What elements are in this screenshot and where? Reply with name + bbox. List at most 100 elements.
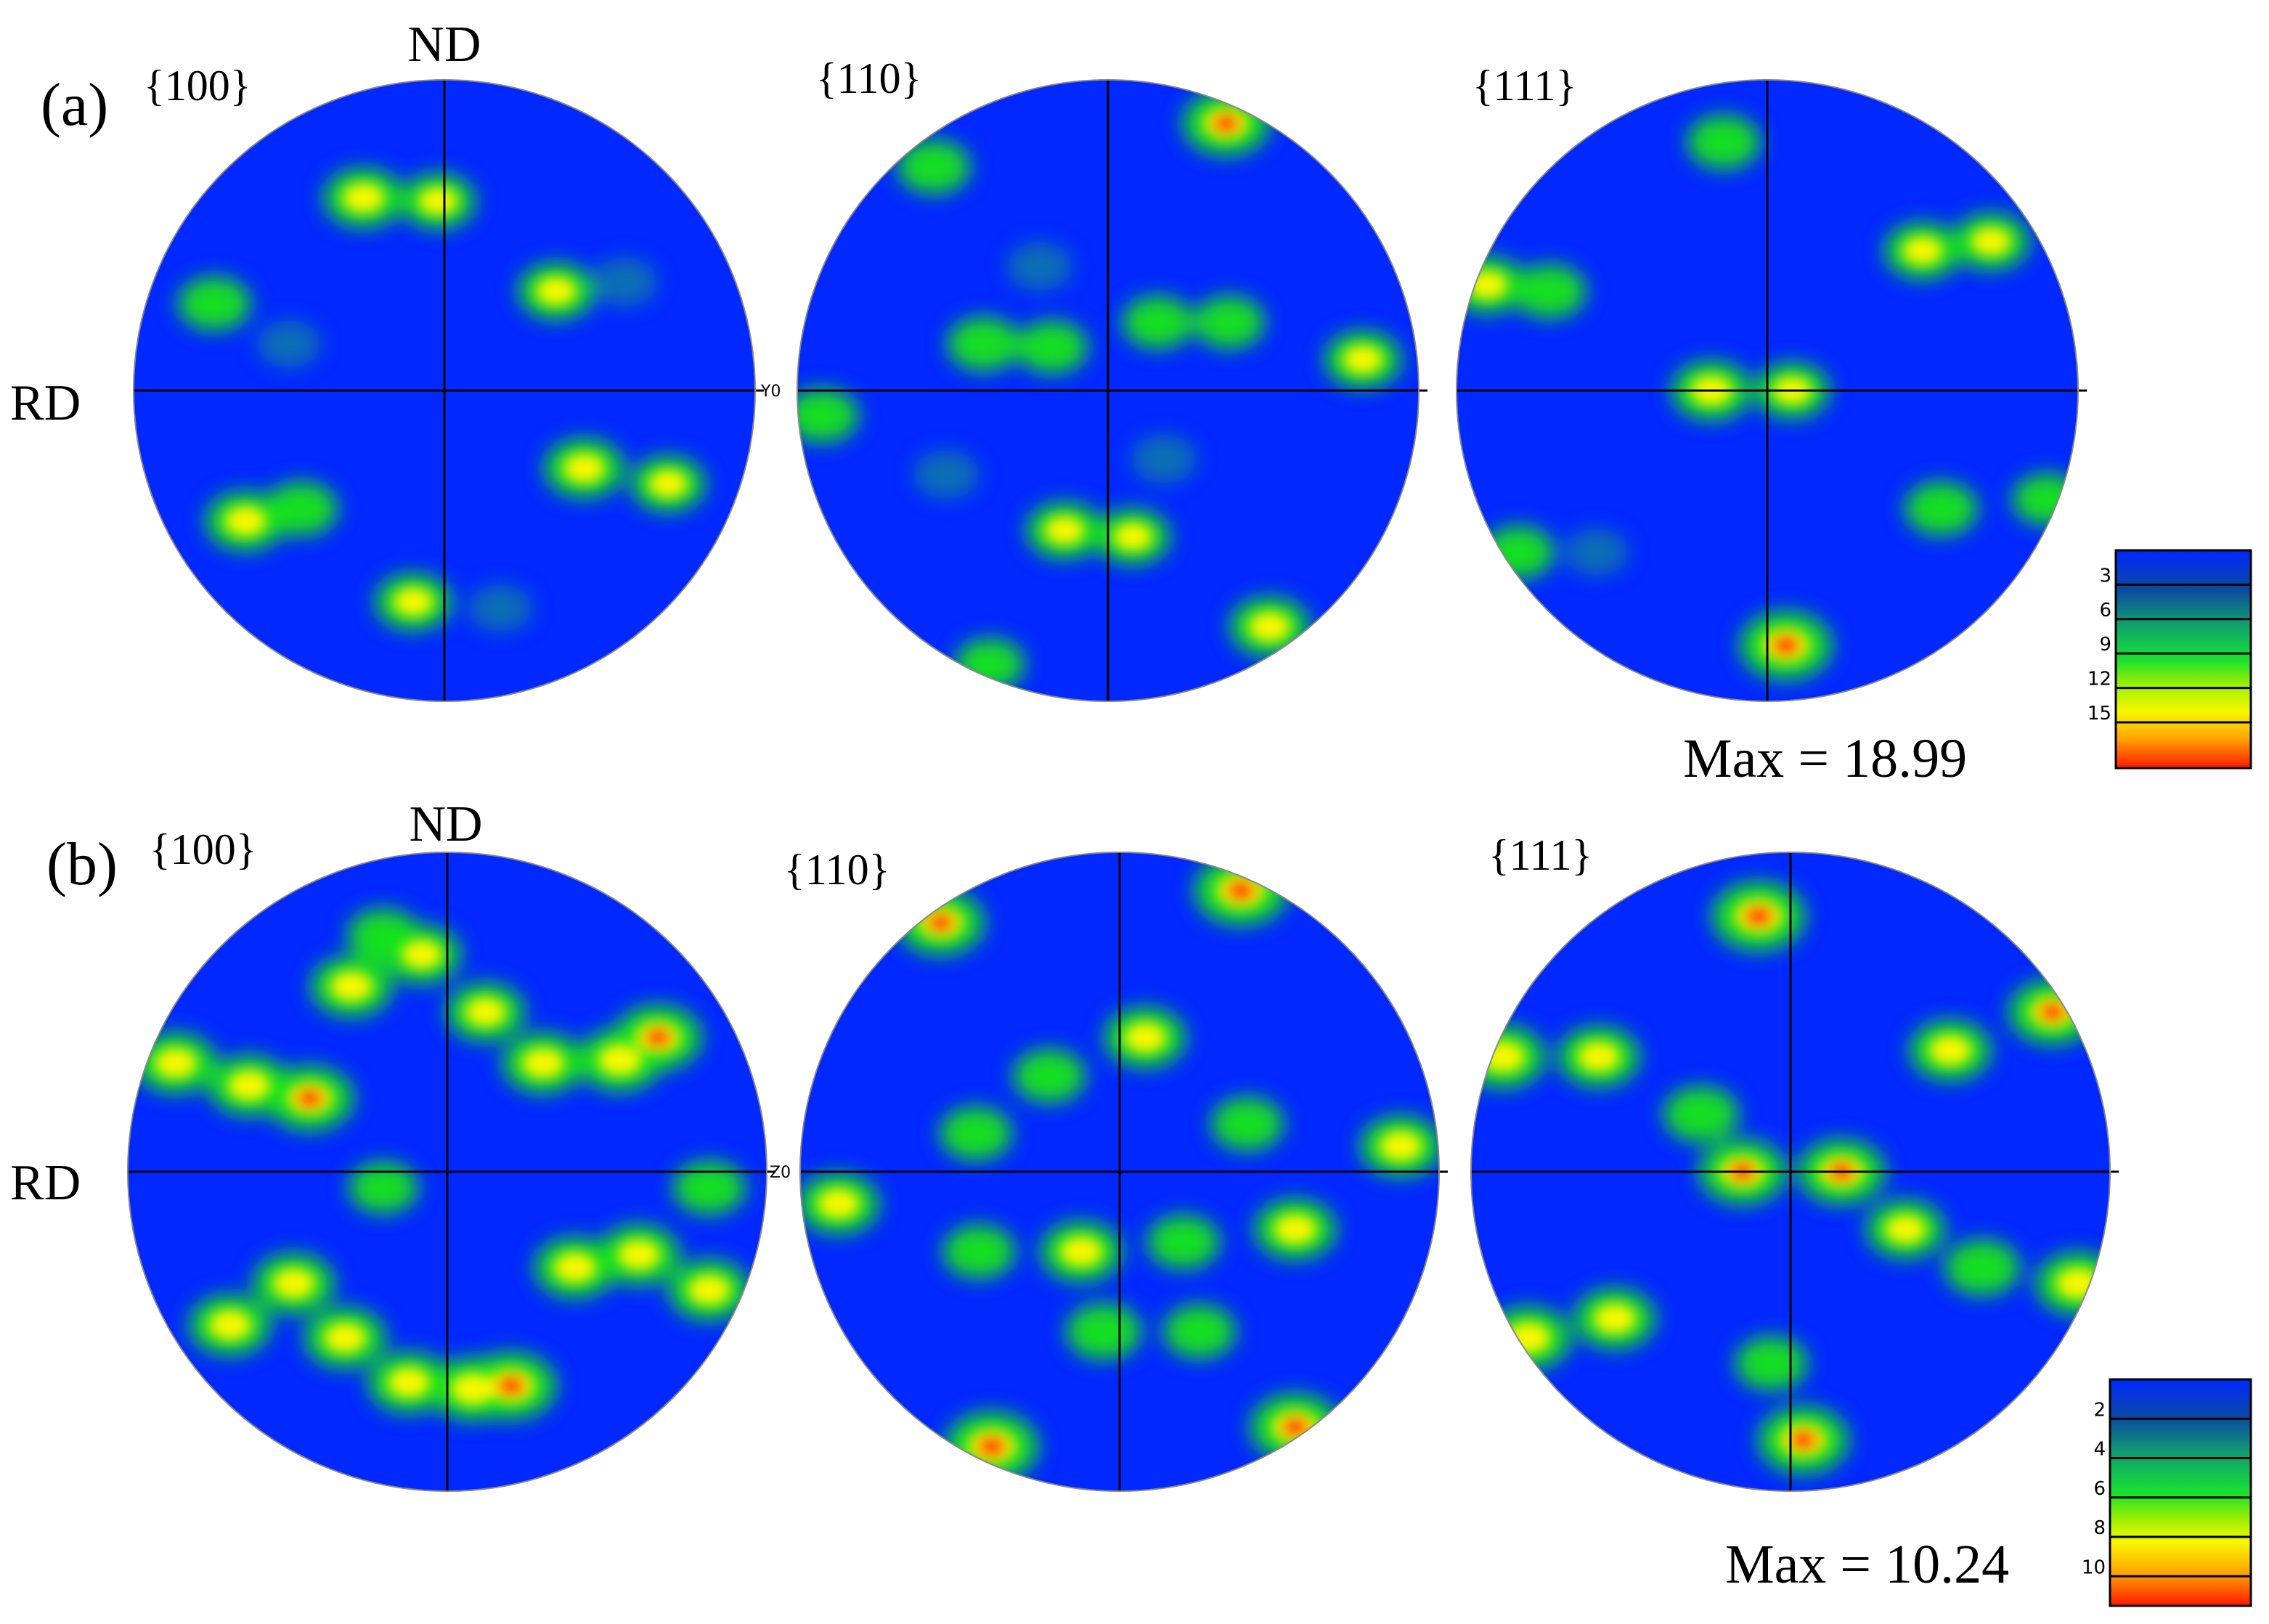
intensity-spot-core — [688, 1275, 730, 1305]
intensity-spot — [1564, 528, 1629, 576]
intensity-spot-core — [1593, 1303, 1637, 1334]
intensity-spot — [1013, 1049, 1086, 1103]
pole-figure-title: {110} — [784, 846, 889, 894]
colorbar-a-ticks: 3 6 9 12 15 — [2087, 565, 2251, 725]
intensity-spot — [2012, 473, 2078, 526]
pole-figure-title: {111} — [1472, 62, 1576, 110]
intensity-spot — [1483, 526, 1555, 579]
colorbar-tick-label: 4 — [2093, 1439, 2106, 1461]
intensity-spot — [897, 139, 971, 195]
intensity-spot — [1122, 295, 1194, 349]
intensity-spot-peak — [644, 1027, 672, 1048]
intensity-spot-peak — [1771, 634, 1801, 656]
intensity-spot-core — [1060, 1236, 1103, 1267]
colorbar-tick-label: 6 — [2093, 1478, 2106, 1500]
colorbar-tick-label: 12 — [2087, 669, 2111, 690]
pole-figure-b-111: {111} — [1470, 831, 2119, 1492]
intensity-spot-core — [224, 506, 266, 536]
colorbar-tick-label: 6 — [2099, 600, 2111, 621]
intensity-spot — [1131, 434, 1197, 483]
intensity-spot-core — [418, 187, 458, 215]
colorbar-a: 3 6 9 12 15 — [2087, 549, 2252, 770]
colorbar-a-gradient — [2114, 549, 2252, 770]
intensity-spot-core — [1885, 1215, 1926, 1244]
intensity-spot-core — [1343, 345, 1383, 374]
panel-b-axis-left: RD — [10, 1155, 81, 1211]
pole-figure-title: {100} — [144, 62, 251, 110]
intensity-spot-core — [1274, 1214, 1317, 1244]
colorbar-b-gradient — [2109, 1378, 2252, 1607]
max-value-a: Max = 18.99 — [1683, 728, 1967, 789]
intensity-spot-core — [617, 1239, 661, 1270]
intensity-spot — [1006, 242, 1073, 291]
intensity-spot — [947, 317, 1020, 371]
intensity-spot-core — [1249, 611, 1291, 642]
colorbar-tick-label: 8 — [2093, 1517, 2106, 1539]
intensity-spot-core — [401, 939, 442, 969]
pole-figure-outline — [1470, 852, 2111, 1492]
intensity-spot-core — [343, 183, 385, 213]
intensity-spot-core — [208, 1310, 251, 1340]
intensity-spot — [1066, 1303, 1141, 1360]
intensity-spot — [1663, 1086, 1739, 1143]
intensity-spot-core — [1113, 523, 1152, 551]
intensity-spot-core — [536, 277, 577, 306]
intensity-spot-core — [1124, 1022, 1167, 1053]
intensity-spot-core — [388, 1367, 431, 1398]
intensity-spot-peak — [296, 1088, 324, 1109]
intensity-spot — [1905, 481, 1978, 536]
pole-figure-outline — [127, 852, 767, 1492]
intensity-spot — [1147, 1215, 1220, 1269]
intensity-spot — [1735, 1337, 1808, 1390]
intensity-spot-core — [521, 1048, 565, 1079]
colorbar-tick-label: 15 — [2087, 703, 2111, 725]
panel-b-axis-top: ND — [409, 796, 482, 852]
intensity-spot-peak — [926, 913, 955, 933]
intensity-spot — [1163, 1305, 1236, 1358]
intensity-spot — [264, 481, 338, 536]
intensity-spot-core — [154, 1048, 197, 1079]
intensity-spot — [347, 908, 420, 963]
intensity-spot — [913, 449, 979, 499]
intensity-spot — [591, 257, 658, 306]
intensity-spot-peak — [1743, 905, 1774, 927]
max-value-b: Max = 10.24 — [1725, 1534, 2009, 1595]
intensity-spot — [349, 1162, 418, 1214]
intensity-spot-core — [465, 997, 506, 1027]
intensity-spot-core — [324, 1323, 367, 1353]
intensity-spot-core — [648, 470, 688, 498]
intensity-spots — [797, 91, 1401, 690]
intensity-spot-core — [1044, 516, 1085, 545]
colorbar-tick-label: 10 — [2082, 1556, 2106, 1578]
intensity-spot-core — [1902, 236, 1943, 265]
pole-figure-title: {110} — [816, 54, 921, 102]
pole-figure-title: {100} — [150, 825, 257, 873]
intensity-spot — [797, 388, 859, 443]
intensity-spot-peak — [1789, 1429, 1817, 1450]
colorbar-tick-label: 3 — [2099, 565, 2111, 587]
intensity-spot — [256, 320, 322, 368]
intensity-spot-core — [451, 1373, 495, 1405]
intensity-spot — [942, 1225, 1016, 1278]
intensity-spot — [1193, 295, 1265, 349]
intensity-spots — [178, 168, 706, 632]
pole-figure-a-100: {100} — [133, 62, 764, 702]
intensity-spot-core — [1467, 270, 1508, 299]
intensity-spot-core — [1380, 1131, 1422, 1162]
panel-a-axis-top: ND — [407, 17, 481, 73]
intensity-spot-core — [817, 1188, 860, 1219]
pole-figure-title: {111} — [1488, 831, 1592, 879]
colorbar-b: 2 4 6 8 10 — [2082, 1378, 2252, 1607]
intensity-spot-peak — [497, 1375, 526, 1396]
intensity-spot-peak — [2039, 1002, 2066, 1022]
intensity-spot-core — [272, 1268, 315, 1299]
intensity-spot-core — [1577, 1041, 1621, 1072]
intensity-spot-core — [1480, 1041, 1525, 1073]
panel-a-label: (a) — [41, 71, 108, 139]
pole-figure-b-100: {100} — [127, 825, 775, 1492]
colorbar-b-ticks: 2 4 6 8 10 — [2082, 1399, 2251, 1578]
intensity-spots — [134, 908, 750, 1421]
panel-a-axis-left: RD — [10, 375, 81, 431]
